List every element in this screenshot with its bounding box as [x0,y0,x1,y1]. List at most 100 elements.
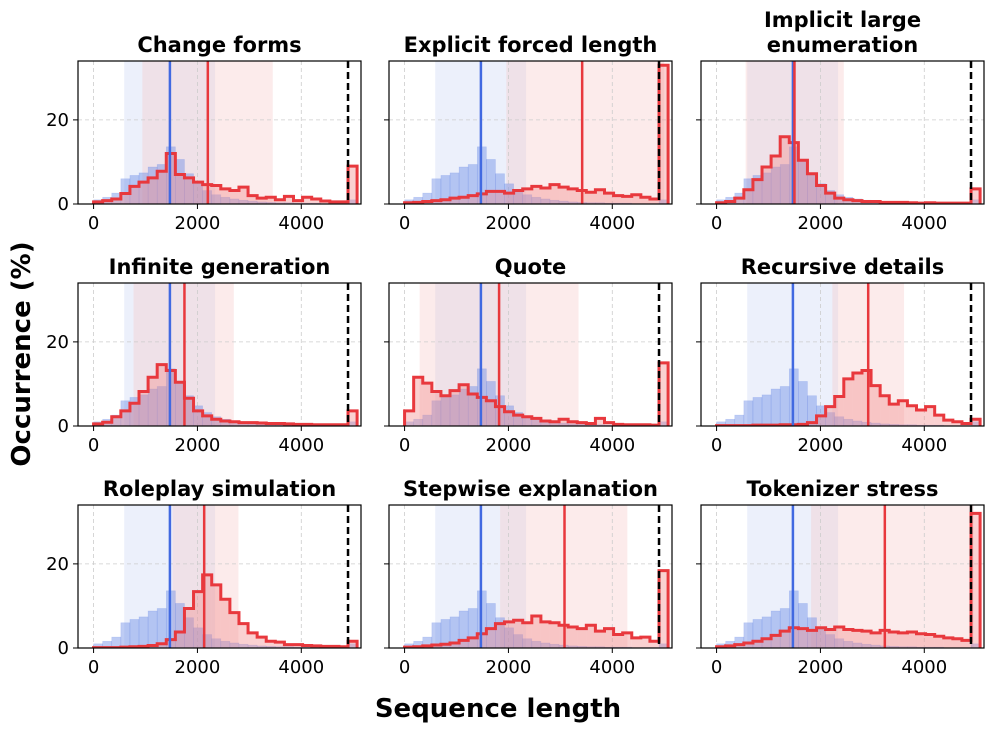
variant-bar [843,199,853,204]
variant-bar [522,416,532,426]
variant-bar [431,200,441,204]
variant-bar [248,195,258,204]
variant-bar [843,378,853,426]
panel-roleplay-simulation: 0 2000 4000 0 20 Roleplay simulation [46,477,362,678]
variant-bar [102,200,112,204]
variant-bar [111,416,121,426]
baseline-bar [852,642,863,648]
x-tick-label: 4000 [589,657,635,678]
variant-bar [889,404,899,426]
baseline-bar [431,400,442,426]
baseline-bar [779,164,790,204]
variant-bar [549,622,560,648]
variant-bar [780,631,790,648]
baseline-bar [843,418,854,426]
baseline-bar [147,166,158,204]
variant-bar [631,194,641,204]
variant-bar [577,422,587,426]
variant-bar [613,634,623,648]
variant-bar [184,177,194,204]
plot-area [701,505,984,648]
variant-bar [825,629,835,648]
variant-bar [468,195,478,204]
variant-bar [202,574,212,648]
baseline-bar [129,619,140,648]
y-axis-label: Occurrence (%) [7,241,37,466]
variant-step-outline [715,368,982,426]
variant-bar [834,626,844,648]
axes-frame [700,504,985,649]
variant-bar [193,591,203,648]
panel-title: Stepwise explanation [403,477,658,501]
x-tick-label: 4000 [278,213,324,234]
variant-bar [211,584,221,648]
baseline-bar [256,201,267,204]
variant-bar [898,632,908,648]
x-tick-label: 2000 [486,435,532,456]
variant-bar [531,418,541,426]
baseline-bar [202,634,213,648]
variant-bar [504,411,514,426]
variant-bar [762,638,772,648]
variant-bar [129,403,140,426]
variant-bar [568,626,578,648]
y-tick-label: 20 [46,554,69,575]
variant-bar [486,191,496,204]
plot-area [701,61,984,204]
panel-change-forms: 0 2000 4000 0 20 Change forms [46,33,362,234]
variant-bar [440,199,451,204]
variant-bar [129,186,140,204]
variant-bar [762,166,772,204]
baseline-bar [770,166,781,204]
variant-bar [229,612,239,648]
baseline-bar [275,202,285,204]
variant-bar [531,186,541,204]
variant-bar [943,420,953,426]
variant-bar [934,415,944,426]
variant-bar [871,632,881,648]
y-tick-label: 0 [58,416,69,437]
baseline-bar [586,202,596,204]
variant-bar [275,642,285,648]
plot-area [389,283,672,426]
variant-bar [907,632,917,648]
baseline-bar [156,608,167,648]
baseline-bar [238,643,249,648]
variant-bar [513,415,523,426]
x-tick-label: 2000 [798,657,844,678]
plot-area [78,61,361,204]
baseline-bar [93,643,103,648]
x-tick-label: 0 [711,435,722,456]
baseline-bar [467,608,478,648]
variant-bar [513,620,523,648]
variant-bar [659,362,669,426]
x-tick-label: 0 [88,435,99,456]
variant-bar [193,182,203,204]
variant-bar [898,400,908,426]
variant-bar [238,422,249,426]
variant-bar [852,373,862,426]
variant-bar [595,631,605,648]
x-tick-label: 0 [399,435,410,456]
variant-bar [743,642,753,648]
variant-bar [834,198,844,204]
variant-bar [404,410,414,426]
variant-bar [459,384,469,426]
variant-step-outline [92,363,359,426]
variant-bar [459,197,469,204]
variant-bar [595,189,605,204]
variant-bar [971,513,981,648]
baseline-bar [798,603,808,648]
baseline-bar [138,616,149,648]
variant-bar [971,188,981,204]
variant-bar [522,622,532,648]
baseline-bar [431,178,442,204]
variant-bar [266,641,276,648]
variant-bar [450,642,460,648]
x-tick-label: 4000 [589,213,635,234]
panel-recursive-details: 0 2000 4000 Recursive details [696,255,985,456]
baseline-bar [120,622,131,648]
baseline-bar [284,202,294,204]
panel-title: Change forms [137,33,301,57]
variant-bar [220,599,230,648]
